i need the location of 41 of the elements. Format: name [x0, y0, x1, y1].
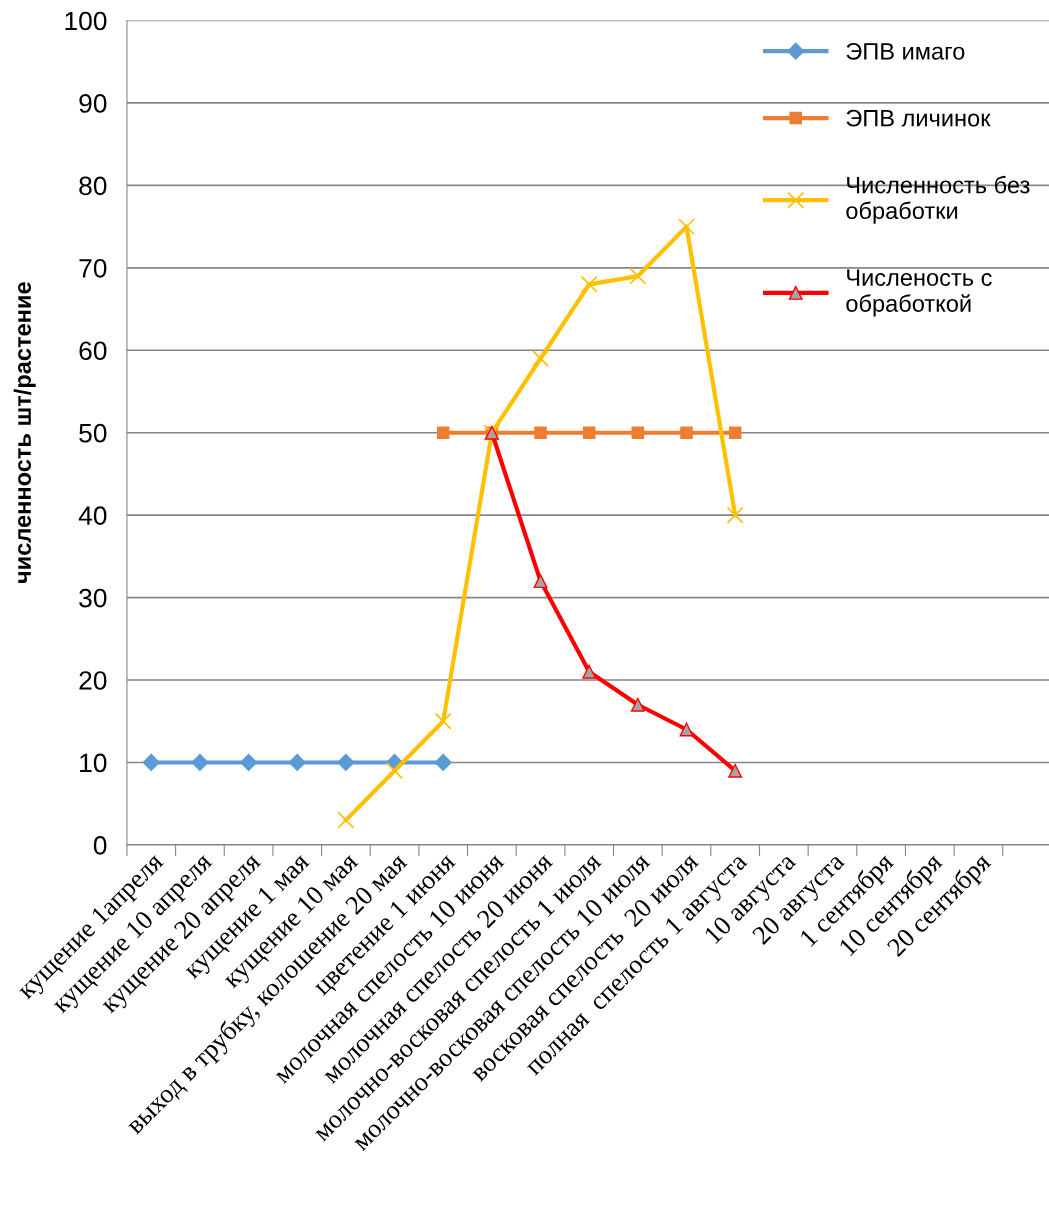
point — [629, 267, 647, 285]
point — [728, 426, 742, 439]
point — [337, 811, 355, 829]
y-tick-label: 50 — [79, 423, 107, 443]
y-tick-label: 100 — [65, 11, 107, 31]
y-tick-label: 20 — [79, 671, 107, 690]
point — [436, 426, 450, 439]
point — [678, 218, 695, 236]
point — [580, 275, 598, 293]
y-tick-label: 40 — [78, 506, 107, 525]
y-axis-title: численность шт/растение — [13, 282, 36, 584]
point — [142, 753, 160, 772]
point — [680, 426, 693, 439]
y-tick-label: 10 — [80, 753, 107, 773]
point — [533, 574, 548, 589]
point — [240, 753, 258, 772]
point — [728, 763, 743, 778]
point — [726, 506, 744, 524]
point — [434, 712, 452, 730]
point — [679, 722, 694, 737]
legend-label: ЭПВ имаго — [846, 42, 965, 60]
point — [630, 697, 645, 712]
legend-label: ЭПВ личинок — [846, 109, 991, 127]
y-tick-label: 70 — [79, 258, 107, 278]
point — [288, 753, 306, 772]
y-tick-label: 90 — [79, 94, 107, 113]
point — [386, 762, 404, 780]
y-tick-label: 0 — [93, 836, 107, 855]
point — [532, 350, 549, 367]
point — [337, 753, 355, 772]
point — [434, 753, 452, 772]
point — [582, 664, 597, 679]
point — [631, 426, 645, 439]
y-tick-label: 30 — [79, 588, 107, 608]
legend-label: Численость с обработкой — [846, 269, 992, 317]
y-tick-label: 60 — [79, 341, 107, 361]
point — [534, 426, 547, 439]
legend-label: Численность без обработки — [846, 175, 1030, 224]
y-tick-label: 80 — [79, 176, 107, 196]
point — [582, 426, 596, 439]
point — [191, 753, 209, 772]
